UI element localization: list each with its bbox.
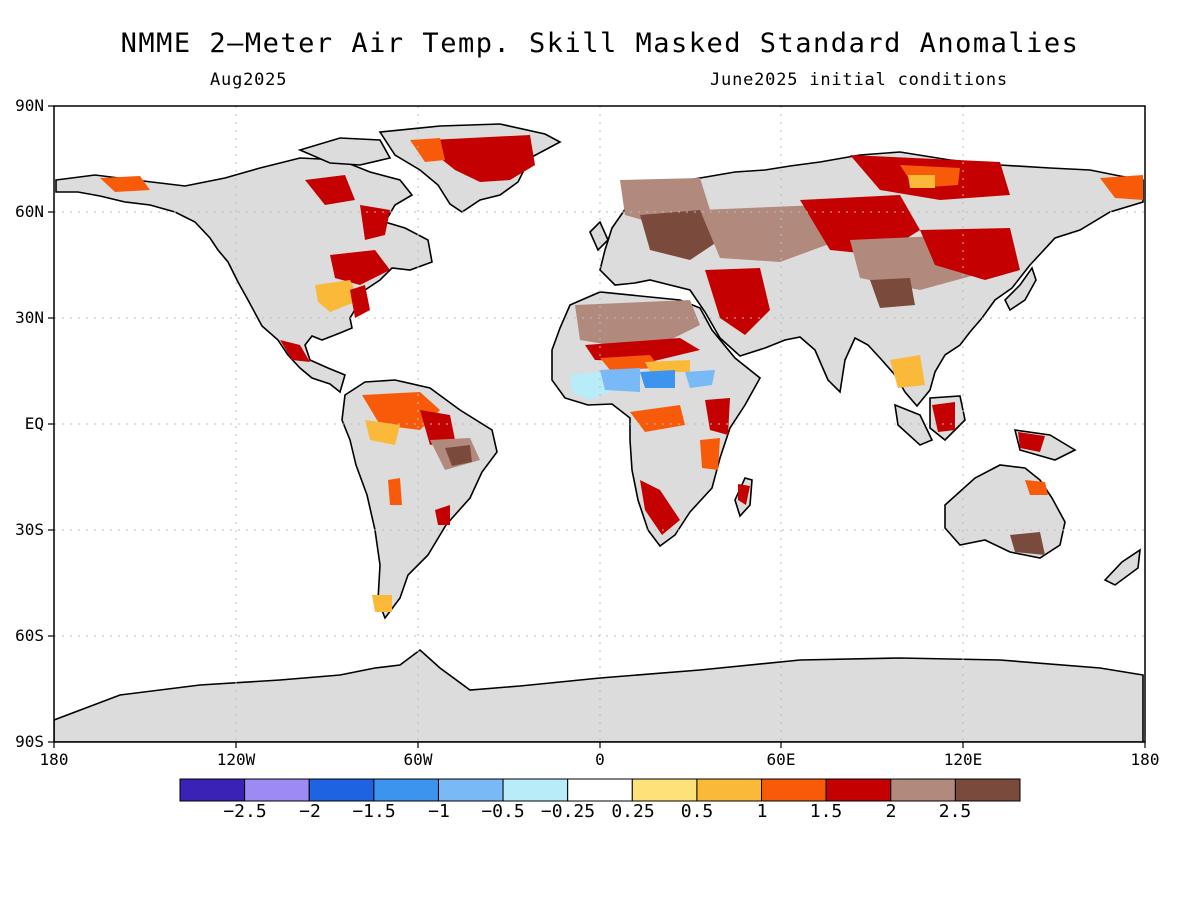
brazil-south-red-patch xyxy=(435,505,450,525)
sahel-red-patch xyxy=(585,338,700,362)
lat-label-90s: 90S xyxy=(15,732,44,751)
north-america xyxy=(55,157,433,394)
lat-label-30s: 30S xyxy=(15,520,44,539)
sahel-cool-deep-patch xyxy=(640,370,675,388)
australia xyxy=(944,464,1066,559)
initial-conditions: June2025 initial conditions xyxy=(710,70,1008,90)
colorbar-swatch xyxy=(567,778,633,802)
hudson-red-patch xyxy=(360,205,390,240)
colorbar-label: −2.5 xyxy=(223,801,267,822)
alaska-orange-patch xyxy=(100,176,150,192)
borneo-red-patch xyxy=(932,402,955,432)
colorbar-label: 1.5 xyxy=(809,801,843,822)
colorbar-label: 0.25 xyxy=(611,801,655,822)
lat-label-90n: 90N xyxy=(15,96,44,115)
east-africa-orange-patch xyxy=(700,438,720,470)
british-isles xyxy=(589,220,609,252)
brazil-dark-patch xyxy=(445,445,472,466)
siberia-yellow-patch xyxy=(908,175,935,188)
sahara-brown-patch xyxy=(575,300,700,345)
arctic-orange-patch xyxy=(1100,175,1143,200)
colorbar-label: −0.5 xyxy=(481,801,525,822)
land-masses xyxy=(54,123,1144,742)
map-title: NMME 2—Meter Air Temp. Skill Masked Stan… xyxy=(120,28,1080,59)
patagonia-orange-patch xyxy=(372,595,392,612)
canada-red-patch xyxy=(305,175,355,205)
sahel-orange-patch xyxy=(600,355,660,370)
australia-ne-orange-patch xyxy=(1025,480,1048,495)
sahel-yellow-patch xyxy=(645,360,690,372)
southern-africa-red-patch xyxy=(640,480,680,535)
sudan-cool-patch xyxy=(685,370,715,388)
colorbar-swatch xyxy=(631,778,698,802)
sahel-cool-patch xyxy=(600,368,640,392)
target-month: Aug2025 xyxy=(210,70,288,90)
colorbar-label: 2 xyxy=(885,801,897,822)
greenland-orange-patch xyxy=(410,138,445,162)
manchuria-red-patch xyxy=(920,228,1020,280)
colorbar-label: 1 xyxy=(756,801,768,822)
china-dark-patch xyxy=(870,278,915,308)
colorbar-label: −2 xyxy=(299,801,321,822)
lon-label-0: 0 xyxy=(595,750,605,769)
canadian-arctic-islands xyxy=(297,137,392,166)
new-guinea-red-patch xyxy=(1018,432,1045,452)
amazon-yellow-patch xyxy=(365,420,400,445)
colorbar-label: −0.25 xyxy=(540,801,596,822)
colorbar-swatch xyxy=(890,778,956,802)
colorbar-swatch xyxy=(179,778,246,802)
colorbar-swatch xyxy=(502,778,569,802)
east-africa-red-patch xyxy=(705,398,730,435)
amazon-orange-patch xyxy=(362,392,440,430)
japan xyxy=(1004,266,1037,312)
lon-label-120e: 120E xyxy=(943,750,983,769)
lon-label-180w: 180 xyxy=(39,750,69,769)
lon-label-180e: 180 xyxy=(1130,750,1160,769)
great-lakes-red-patch xyxy=(330,250,390,285)
greenland-warm-patch xyxy=(430,135,535,182)
colorbar-swatch xyxy=(696,778,763,802)
colorbar-label: 0.5 xyxy=(680,801,714,822)
central-asia-brown-patch xyxy=(700,205,840,262)
colorbar-label: 2.5 xyxy=(938,801,972,822)
colorbar-swatch xyxy=(954,778,1021,802)
lat-label-eq: EQ xyxy=(24,414,44,433)
colorbar-swatch xyxy=(244,778,310,802)
new-zealand xyxy=(1103,548,1141,586)
australia-se-dark-patch xyxy=(1010,532,1045,555)
madagascar-red-patch xyxy=(738,484,750,505)
southeast-asia-orange-patch xyxy=(890,355,925,388)
lat-label-60s: 60S xyxy=(15,626,44,645)
lon-label-60w: 60W xyxy=(403,750,433,769)
russia-dark-patch xyxy=(640,210,720,260)
colorbar-swatch xyxy=(308,778,375,802)
colorbar xyxy=(179,778,1021,802)
colorbar-swatch xyxy=(761,778,827,802)
lat-label-60n: 60N xyxy=(15,202,44,221)
amazon-red-patch xyxy=(420,410,455,445)
colorbar-swatch xyxy=(437,778,504,802)
us-east-yellow-patch xyxy=(315,280,360,312)
antarctica xyxy=(54,648,1144,742)
gulf-guinea-orange-patch xyxy=(630,405,685,432)
graticule xyxy=(54,106,1145,742)
us-east-red-patch xyxy=(350,285,370,318)
axis-ticks xyxy=(48,105,1146,748)
bolivia-orange-patch xyxy=(388,478,402,505)
colorbar-label: −1.5 xyxy=(352,801,396,822)
colorbar-label: −1 xyxy=(428,801,450,822)
mexico-red-patch xyxy=(280,340,310,362)
lat-label-30n: 30N xyxy=(15,308,44,327)
lon-label-120w: 120W xyxy=(216,750,256,769)
anomaly-patches xyxy=(100,135,1143,612)
colorbar-swatch xyxy=(373,778,439,802)
mideast-red-patch xyxy=(705,268,770,335)
lon-label-60e: 60E xyxy=(766,750,796,769)
colorbar-swatch xyxy=(825,778,892,802)
